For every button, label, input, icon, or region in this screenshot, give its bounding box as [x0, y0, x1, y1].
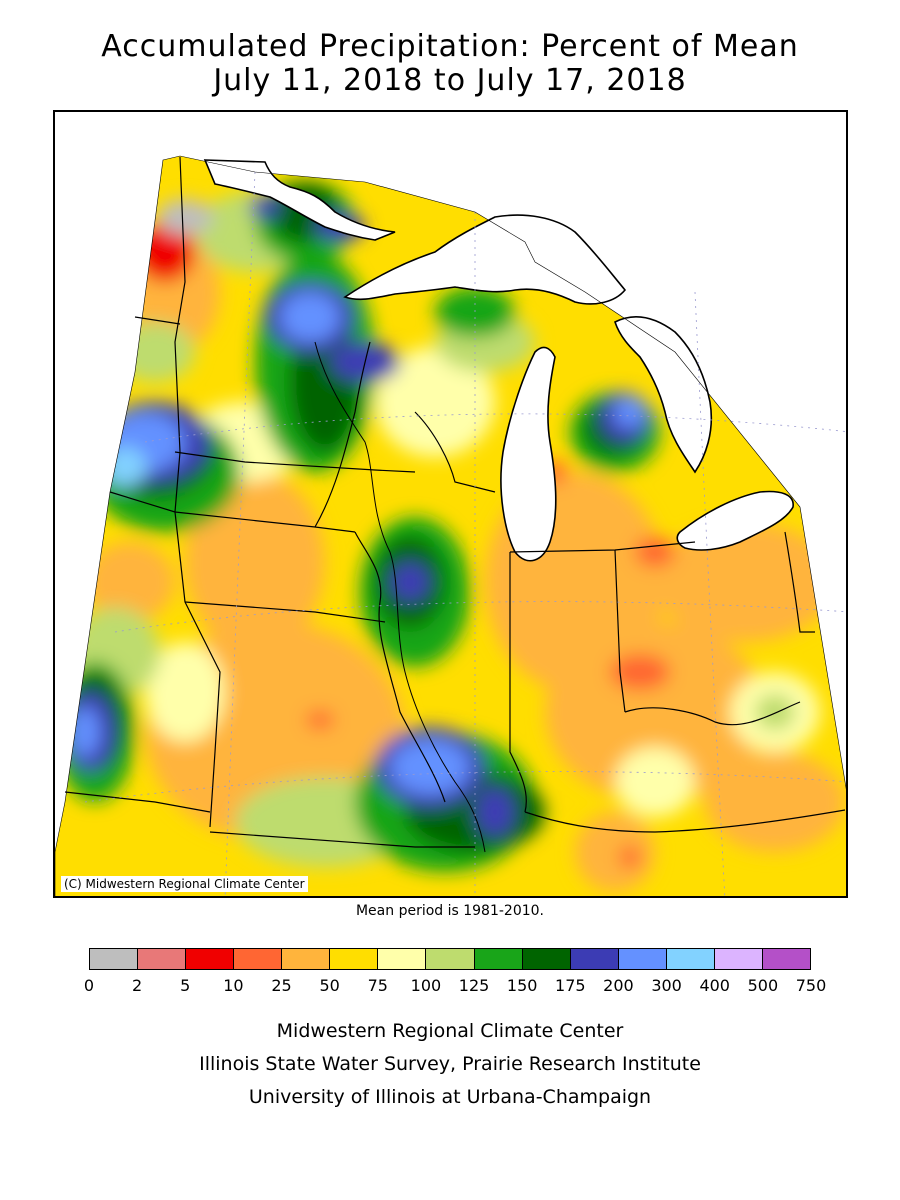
legend-swatch [522, 949, 571, 969]
legend-ticks: 0 2 5 10 25 50 75 100 125 150 175 200 300 400 500 750 [84, 976, 826, 996]
legend-tick-label: 150 [506, 976, 538, 995]
legend-tick-label: 300 [651, 976, 682, 995]
precipitation-map: (C) Midwestern Regional Climate Center [53, 110, 848, 898]
legend-tick-label: 50 [319, 976, 340, 995]
great-lakes [203, 159, 794, 562]
map-canvas [55, 155, 846, 896]
legend-swatch [474, 949, 523, 969]
lat-lon-grid [84, 171, 846, 896]
legend-tick-label: 2 [132, 976, 143, 995]
legend-tick-label: 200 [603, 976, 634, 995]
legend-tick-label: 25 [271, 976, 292, 995]
legend-swatch [570, 949, 619, 969]
credit-line-1: Midwestern Regional Climate Center [276, 1020, 624, 1042]
state-boundaries [64, 156, 846, 848]
legend-tick-label: 0 [83, 976, 95, 995]
legend-swatch [714, 949, 763, 969]
rivers [314, 341, 486, 853]
legend-swatch [426, 949, 475, 969]
legend-tick-label: 75 [367, 976, 388, 995]
map-title: Accumulated Precipitation: Percent of Me… [101, 29, 799, 64]
legend-tick-label: 175 [555, 976, 586, 995]
map-date-range: July 11, 2018 to July 17, 2018 [213, 63, 687, 98]
legend-swatch [330, 949, 379, 969]
legend-swatch [666, 949, 715, 969]
mean-period-note: Mean period is 1981-2010. [355, 903, 545, 919]
legend-swatch [186, 949, 235, 969]
legend-swatch [762, 949, 810, 969]
legend-swatch [618, 949, 667, 969]
legend-swatch [138, 949, 187, 969]
region-outline [55, 155, 846, 896]
legend-tick-label: 5 [180, 976, 191, 995]
credit-line-2: Illinois State Water Survey, Prairie Res… [199, 1053, 701, 1075]
legend-tick-label: 10 [223, 976, 244, 995]
legend-swatch [90, 949, 139, 969]
legend-tick-label: 400 [699, 976, 730, 995]
copyright-notice: (C) Midwestern Regional Climate Center [61, 876, 308, 892]
legend-swatch [282, 949, 331, 969]
credit-line-3: University of Illinois at Urbana-Champai… [248, 1086, 652, 1108]
legend-tick-label: 750 [795, 976, 827, 995]
legend-tick-label: 500 [747, 976, 779, 995]
legend-tick-label: 125 [458, 976, 490, 995]
legend-swatch [234, 949, 283, 969]
legend-swatch [378, 949, 427, 969]
legend-tick-label: 100 [410, 976, 442, 995]
color-legend [89, 948, 811, 970]
